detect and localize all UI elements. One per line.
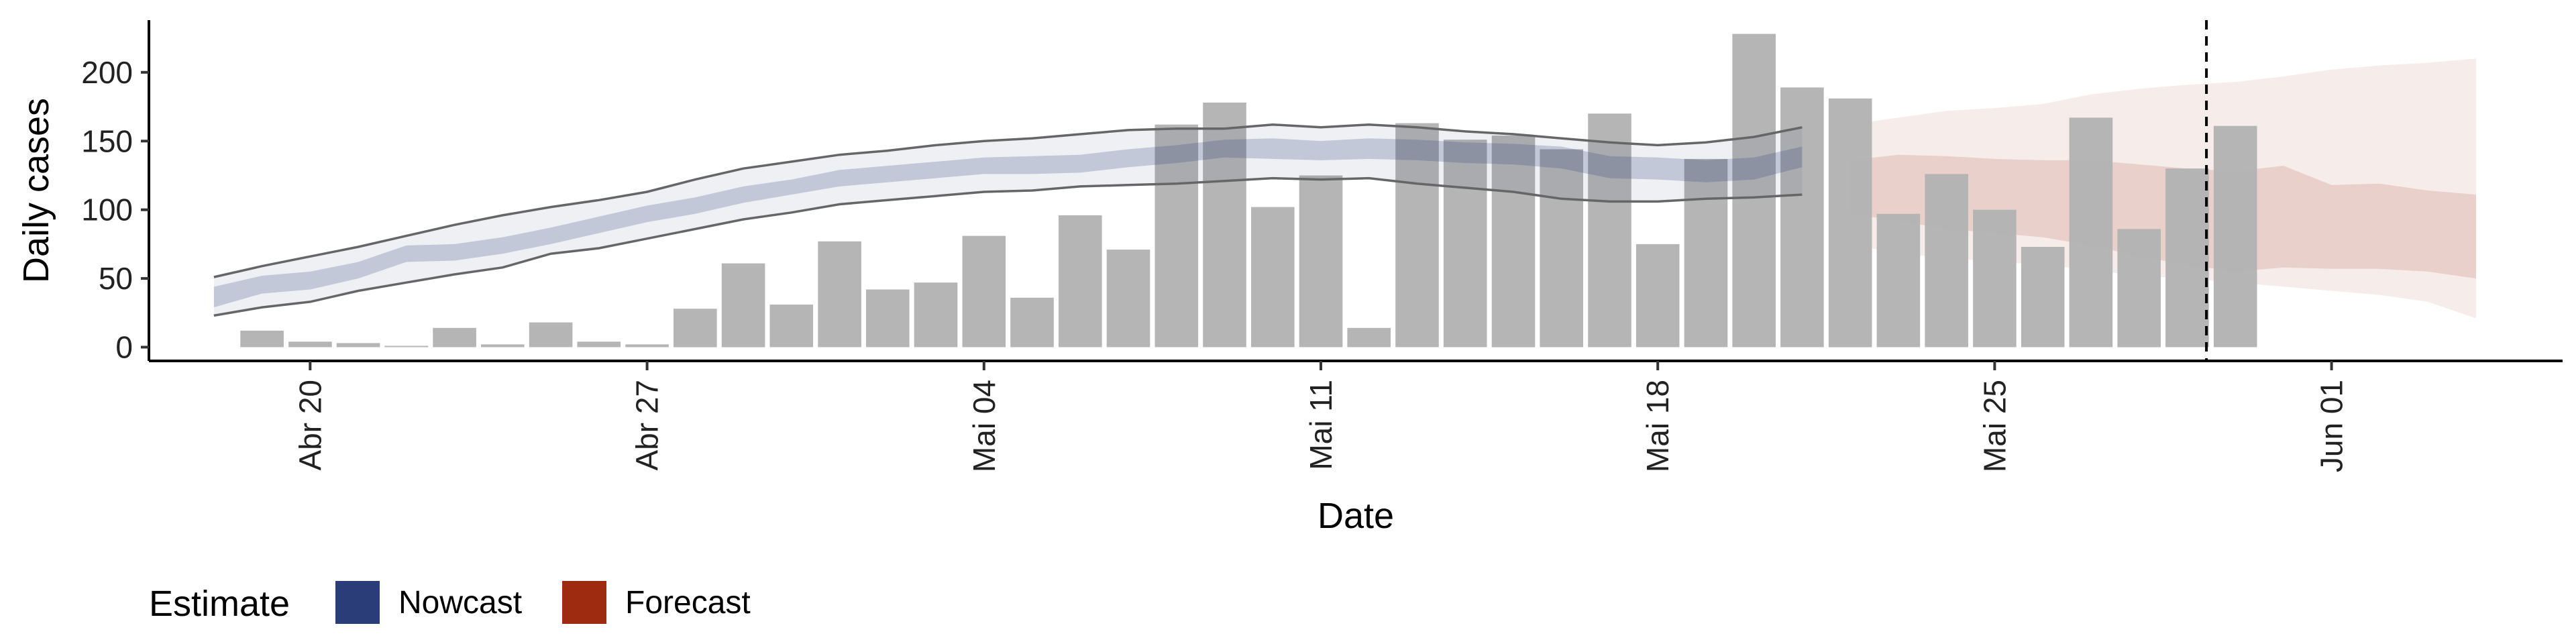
- bar: [240, 330, 284, 347]
- bar: [818, 241, 861, 347]
- legend-swatch-nowcast: [335, 581, 380, 624]
- nowcast-upper-line: [213, 123, 1803, 278]
- bar: [481, 344, 525, 347]
- bar: [1876, 213, 1921, 347]
- bar: [962, 235, 1006, 347]
- y-tick-label: 150: [81, 123, 133, 158]
- bar: [2069, 117, 2113, 347]
- bar: [1973, 209, 2017, 347]
- bar: [1251, 207, 1295, 347]
- bar: [1684, 158, 1728, 347]
- bar: [769, 305, 814, 347]
- bar: [1299, 175, 1343, 347]
- bar: [1732, 34, 1776, 347]
- x-tick-label: Mai 04: [967, 380, 1002, 472]
- bar: [1203, 102, 1246, 347]
- nowcast-bands: [213, 123, 1803, 317]
- bar: [2021, 247, 2065, 347]
- x-tick-label: Abr 20: [292, 380, 327, 471]
- bar: [1491, 136, 1536, 347]
- bar: [529, 322, 573, 347]
- y-tick-label: 200: [81, 55, 133, 90]
- y-tick-label: 100: [81, 193, 133, 227]
- bar: [1155, 124, 1199, 347]
- x-tick-label: Mai 18: [1640, 380, 1675, 472]
- x-ticks: Abr 20 Abr 27 Mai 04 Mai 11 Mai 18 Mai 25 Jun …: [292, 361, 2349, 472]
- x-tick-label: Mai 11: [1303, 380, 1338, 470]
- bar: [1347, 327, 1391, 347]
- bar: [625, 344, 669, 347]
- nowcast-lower-line: [213, 176, 1803, 317]
- bar: [288, 341, 332, 347]
- axes: [148, 20, 2563, 362]
- bars-group: [240, 34, 2257, 347]
- y-axis-title: Daily cases: [16, 98, 56, 283]
- y-tick-label: 0: [115, 330, 133, 365]
- bar: [1925, 174, 1968, 347]
- bar: [866, 289, 910, 347]
- nowcast-outer-band: [213, 124, 1803, 316]
- bar: [914, 282, 958, 347]
- bar: [2165, 168, 2209, 347]
- bar: [1780, 87, 1824, 347]
- legend-swatch-forecast: [562, 581, 606, 624]
- bar: [1635, 244, 1680, 347]
- bar: [433, 327, 476, 347]
- legend-label-nowcast: Nowcast: [398, 585, 522, 621]
- bar: [336, 343, 380, 347]
- legend: Estimate Nowcast Forecast: [149, 581, 751, 624]
- bar: [2117, 229, 2161, 347]
- x-tick-label: Mai 25: [1977, 380, 2012, 472]
- bar: [1540, 149, 1583, 347]
- bar: [1828, 98, 1872, 347]
- bar: [577, 341, 621, 347]
- bar: [1443, 140, 1487, 347]
- y-ticks: 0 50 100 150 200: [81, 55, 149, 365]
- bar: [1588, 113, 1631, 347]
- bar: [384, 345, 429, 347]
- bar: [674, 309, 717, 347]
- bar: [1059, 215, 1102, 347]
- x-tick-label: Abr 27: [630, 380, 665, 471]
- bar: [1395, 123, 1439, 347]
- y-tick-label: 50: [99, 261, 133, 296]
- bar: [721, 263, 765, 347]
- nowcast-inner-band: [213, 138, 1803, 308]
- bar: [1106, 250, 1150, 347]
- legend-label-forecast: Forecast: [625, 585, 751, 621]
- legend-title: Estimate: [149, 584, 290, 624]
- forecast-inner-band: [1850, 154, 2476, 279]
- bar: [1010, 297, 1054, 347]
- bar: [2213, 125, 2257, 347]
- x-axis-title: Date: [1318, 496, 1394, 536]
- x-tick-label: Jun 01: [2314, 380, 2349, 472]
